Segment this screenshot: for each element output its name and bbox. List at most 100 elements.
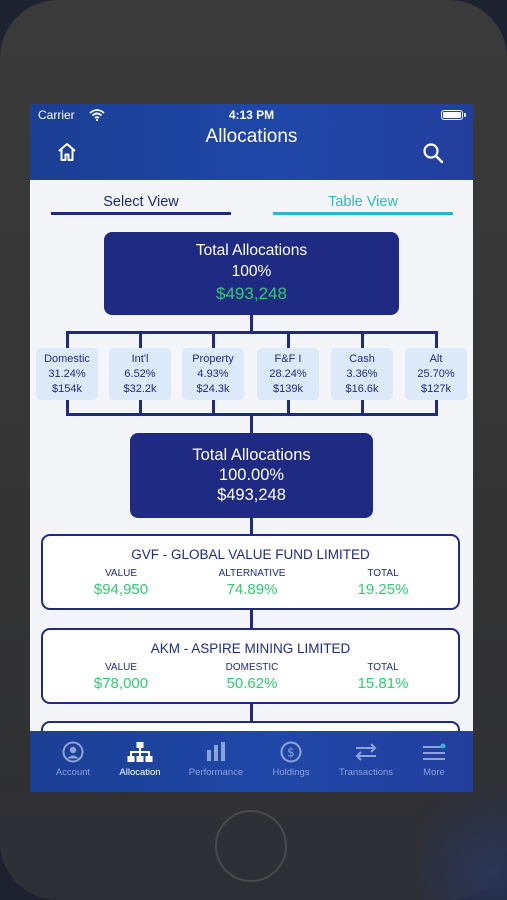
connector-line [287, 331, 290, 348]
home-icon[interactable] [57, 142, 77, 162]
performance-icon [207, 742, 225, 761]
connector-line [250, 518, 253, 534]
status-time: 4:13 PM [228, 108, 275, 122]
allocation-tree: Total Allocations 100% $493,248 Domestic… [30, 104, 473, 792]
home-hardware-button[interactable] [215, 810, 287, 882]
carrier-label: Carrier [38, 108, 75, 122]
category-amount: $32.2k [123, 383, 157, 395]
total-allocation-label: Total Allocations [195, 242, 308, 259]
connector-line [435, 400, 438, 414]
category-amount: $127k [421, 383, 451, 395]
detail-total-card[interactable]: Total Allocations 100.00% $493,248 [130, 433, 373, 518]
fund-total-value: 15.81% [357, 675, 409, 692]
tab-table-view[interactable]: Table View [328, 194, 398, 210]
battery-icon [441, 110, 463, 120]
account-icon [62, 741, 84, 763]
tab-select-underline [51, 212, 231, 215]
tab-label: Allocation [119, 767, 161, 778]
fund-name: GVF - GLOBAL VALUE FUND LIMITED [131, 547, 370, 562]
fund-class-column: ALTERNATIVE 74.89% [192, 568, 312, 598]
category-percent: 6.52% [124, 368, 156, 380]
category-name: Cash [349, 353, 375, 365]
fund-class-value: 50.62% [226, 675, 278, 692]
bottom-tab-bar: Account Allocation [30, 731, 473, 792]
tab-label: More [423, 767, 445, 778]
fund-total-value: 19.25% [357, 581, 409, 598]
category-name: Alt [429, 353, 443, 365]
fund-class-header: ALTERNATIVE [218, 568, 286, 579]
fund-card-gvf[interactable]: GVF - GLOBAL VALUE FUND LIMITED VALUE $9… [41, 534, 460, 610]
fund-total-column: TOTAL 19.25% [323, 568, 443, 598]
tab-select-view[interactable]: Select View [103, 194, 179, 210]
category-amount: $16.6k [345, 383, 379, 395]
fund-value-column: VALUE $94,950 [61, 568, 181, 598]
total-allocation-card[interactable]: Total Allocations 100% $493,248 [104, 232, 399, 315]
page-title: Allocations [205, 126, 298, 147]
fund-value-header: VALUE [104, 568, 138, 579]
category-percent: 31.24% [48, 368, 86, 380]
detail-total-percent: 100.00% [218, 466, 285, 484]
status-bar: Carrier 4:13 PM [30, 108, 473, 124]
fund-value: $78,000 [93, 675, 149, 692]
battery-tip [464, 113, 466, 117]
tab-label: Account [55, 767, 91, 778]
app-screen: Carrier 4:13 PM Allocations [30, 104, 473, 792]
svg-text:$: $ [287, 746, 295, 760]
category-name: Property [192, 353, 234, 365]
fund-name: AKM - ASPIRE MINING LIMITED [150, 641, 351, 656]
connector-line [250, 610, 253, 628]
allocation-icon [127, 742, 153, 762]
fund-card-akm[interactable]: AKM - ASPIRE MINING LIMITED VALUE $78,00… [41, 628, 460, 704]
connector-line [139, 331, 142, 348]
fund-value-column: VALUE $78,000 [61, 662, 181, 692]
tab-label: Performance [188, 767, 244, 778]
category-percent: 4.93% [197, 368, 229, 380]
connector-line [212, 400, 215, 414]
connector-line [250, 413, 253, 433]
connector-line [250, 315, 253, 332]
connector-line [250, 704, 253, 722]
category-ffi[interactable]: F&F I 28.24% $139k [257, 348, 319, 400]
app-header: Carrier 4:13 PM Allocations [30, 104, 473, 180]
connector-line [361, 400, 364, 414]
tab-more[interactable]: More [398, 741, 470, 778]
category-property[interactable]: Property 4.93% $24.3k [182, 348, 244, 400]
fund-class-value: 74.89% [226, 581, 278, 598]
detail-total-label: Total Allocations [192, 446, 311, 464]
fund-class-header: DOMESTIC [225, 662, 279, 673]
category-percent: 28.24% [269, 368, 307, 380]
category-intl[interactable]: Int'l 6.52% $32.2k [109, 348, 171, 400]
wifi-icon [89, 109, 105, 121]
category-alt[interactable]: Alt 25.70% $127k [405, 348, 467, 400]
total-allocation-percent: 100% [231, 263, 272, 280]
connector-line [66, 331, 69, 348]
tab-performance[interactable]: Performance [180, 741, 252, 778]
connector-line [139, 400, 142, 414]
connector-line [66, 400, 69, 414]
connector-line [66, 331, 438, 334]
more-icon [423, 743, 446, 760]
category-cash[interactable]: Cash 3.36% $16.6k [331, 348, 393, 400]
connector-line [361, 331, 364, 348]
view-tabs: Select View Table View [30, 192, 473, 220]
fund-total-column: TOTAL 15.81% [323, 662, 443, 692]
tab-account[interactable]: Account [37, 741, 109, 778]
tab-transactions[interactable]: Transactions [330, 741, 402, 778]
category-name: Int'l [131, 353, 149, 365]
search-icon[interactable] [422, 142, 444, 164]
tab-holdings[interactable]: $ Holdings [255, 741, 327, 778]
connector-line [212, 331, 215, 348]
transactions-icon [355, 743, 377, 761]
category-name: Domestic [44, 353, 90, 365]
fund-value-header: VALUE [104, 662, 138, 673]
tab-allocation[interactable]: Allocation [104, 741, 176, 778]
holdings-icon: $ [280, 741, 302, 763]
category-amount: $139k [273, 383, 303, 395]
category-percent: 3.36% [346, 368, 378, 380]
category-domestic[interactable]: Domestic 31.24% $154k [36, 348, 98, 400]
category-percent: 25.70% [417, 368, 455, 380]
category-amount: $154k [52, 383, 82, 395]
fund-total-header: TOTAL [367, 568, 399, 579]
connector-line [435, 331, 438, 348]
tab-table-underline [273, 212, 453, 215]
